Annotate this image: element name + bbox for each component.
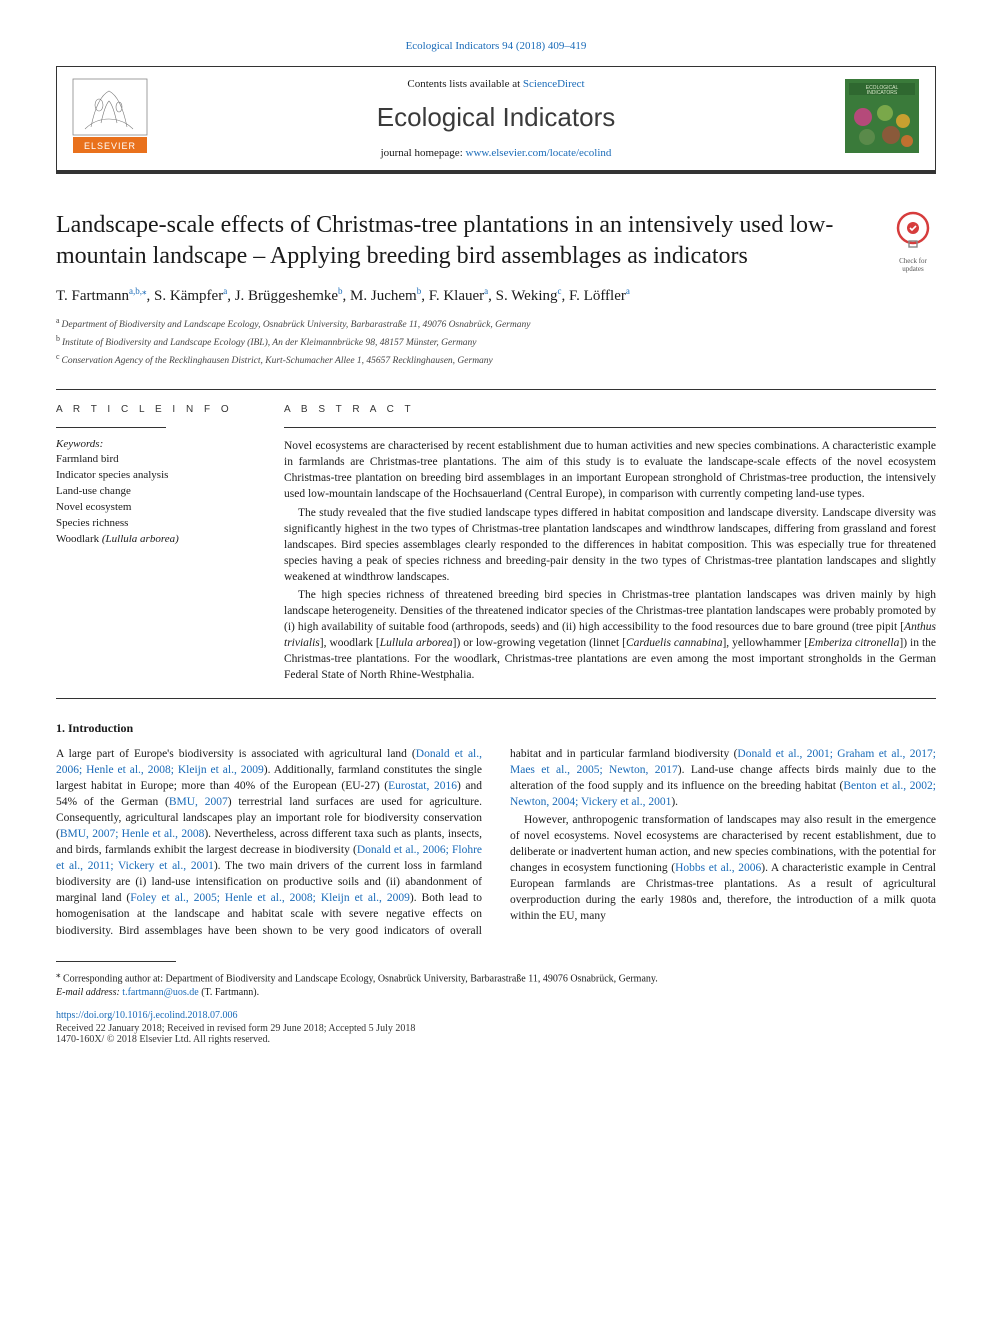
author-marker: b xyxy=(417,286,422,296)
contents-lists-line: Contents lists available at ScienceDirec… xyxy=(149,78,843,90)
keyword: Land-use change xyxy=(56,484,256,500)
abstract-paragraph: The high species richness of threatened … xyxy=(284,587,936,684)
affiliation-list: a Department of Biodiversity and Landsca… xyxy=(56,315,936,369)
keyword: Indicator species analysis xyxy=(56,468,256,484)
author: S. Kämpfer xyxy=(154,288,223,304)
homepage-prefix: journal homepage: xyxy=(381,147,466,159)
sciencedirect-link[interactable]: ScienceDirect xyxy=(523,78,585,90)
ref-link[interactable]: Foley et al., 2005; Henle et al., 2008; … xyxy=(130,892,410,904)
journal-cover-thumbnail: ECOLOGICAL INDICATORS xyxy=(843,77,921,160)
article-info-rule xyxy=(56,427,166,428)
ref-link[interactable]: BMU, 2007 xyxy=(169,796,228,808)
doi-line: https://doi.org/10.1016/j.ecolind.2018.0… xyxy=(56,1010,936,1021)
author: M. Juchem xyxy=(350,288,417,304)
author-list: T. Fartmanna,b,⁎, S. Kämpfera, J. Brügge… xyxy=(56,286,936,305)
abstract-column: A B S T R A C T Novel ecosystems are cha… xyxy=(284,404,936,685)
author: T. Fartmann xyxy=(56,288,129,304)
article-info-label: A R T I C L E I N F O xyxy=(56,404,256,415)
section-divider-2 xyxy=(56,698,936,699)
doi-link[interactable]: https://doi.org/10.1016/j.ecolind.2018.0… xyxy=(56,1010,237,1021)
ref-link[interactable]: Eurostat, 2016 xyxy=(388,780,457,792)
affiliation: b Institute of Biodiversity and Landscap… xyxy=(56,333,936,351)
abstract-paragraph: Novel ecosystems are characterised by re… xyxy=(284,438,936,502)
section-divider xyxy=(56,389,936,390)
journal-reference: Ecological Indicators 94 (2018) 409–419 xyxy=(56,40,936,52)
abstract-paragraph: The study revealed that the five studied… xyxy=(284,505,936,585)
journal-homepage-link[interactable]: www.elsevier.com/locate/ecolind xyxy=(466,147,612,159)
keywords-list: Farmland birdIndicator species analysisL… xyxy=(56,452,256,548)
journal-homepage-line: journal homepage: www.elsevier.com/locat… xyxy=(149,147,843,159)
keyword: Novel ecosystem xyxy=(56,500,256,516)
author: S. Weking xyxy=(496,288,558,304)
email-label: E-mail address: xyxy=(56,987,122,998)
author-marker: a,b,⁎ xyxy=(129,286,147,296)
check-updates-text-1: Check for xyxy=(890,257,936,265)
keyword: Farmland bird xyxy=(56,452,256,468)
abstract-text: Novel ecosystems are characterised by re… xyxy=(284,438,936,683)
footnote-star-icon: ⁎ xyxy=(56,969,61,979)
ref-link[interactable]: Hobbs et al., 2006 xyxy=(675,862,761,874)
check-updates-text-2: updates xyxy=(890,265,936,273)
received-dates: Received 22 January 2018; Received in re… xyxy=(56,1023,936,1034)
corresponding-author-footnote: ⁎ Corresponding author at: Department of… xyxy=(56,968,936,1000)
copyright-line: 1470-160X/ © 2018 Elsevier Ltd. All righ… xyxy=(56,1034,936,1045)
affiliation: c Conservation Agency of the Recklinghau… xyxy=(56,351,936,369)
abstract-label: A B S T R A C T xyxy=(284,404,936,415)
crossmark-icon xyxy=(892,210,934,252)
author: F. Klauer xyxy=(429,288,484,304)
footnote-rule xyxy=(56,961,176,962)
journal-name: Ecological Indicators xyxy=(149,102,843,133)
author-marker: a xyxy=(484,286,488,296)
ref-link[interactable]: BMU, 2007; Henle et al., 2008 xyxy=(60,828,204,840)
journal-reference-link[interactable]: Ecological Indicators 94 (2018) 409–419 xyxy=(406,40,587,52)
keyword: Species richness xyxy=(56,516,256,532)
intro-heading: 1. Introduction xyxy=(56,721,936,736)
corresponding-email-link[interactable]: t.fartmann@uos.de xyxy=(122,987,198,998)
footnote-text: Corresponding author at: Department of B… xyxy=(63,973,658,984)
intro-paragraph-2: However, anthropogenic transformation of… xyxy=(510,812,936,925)
article-info-column: A R T I C L E I N F O Keywords: Farmland… xyxy=(56,404,256,685)
author-marker: a xyxy=(626,286,630,296)
check-for-updates-badge[interactable]: Check for updates xyxy=(890,210,936,273)
journal-header-center: Contents lists available at ScienceDirec… xyxy=(149,78,843,159)
affiliation: a Department of Biodiversity and Landsca… xyxy=(56,315,936,333)
publisher-logo-label: ELSEVIER xyxy=(84,141,136,151)
email-suffix: (T. Fartmann). xyxy=(199,987,259,998)
author-marker: a xyxy=(223,286,227,296)
journal-header-box: ELSEVIER Contents lists available at Sci… xyxy=(56,66,936,174)
keyword: Woodlark (Lullula arborea) xyxy=(56,532,256,548)
publisher-logo: ELSEVIER xyxy=(71,77,149,160)
keywords-label: Keywords: xyxy=(56,438,256,450)
article-title: Landscape-scale effects of Christmas-tre… xyxy=(56,210,878,272)
abstract-rule xyxy=(284,427,936,428)
intro-body: A large part of Europe's biodiversity is… xyxy=(56,746,936,939)
contents-lists-prefix: Contents lists available at xyxy=(407,78,522,90)
author-marker: b xyxy=(338,286,343,296)
author: J. Brüggeshemke xyxy=(235,288,338,304)
author-marker: c xyxy=(558,286,562,296)
author: F. Löffler xyxy=(569,288,626,304)
cover-label-bottom: INDICATORS xyxy=(867,90,898,96)
